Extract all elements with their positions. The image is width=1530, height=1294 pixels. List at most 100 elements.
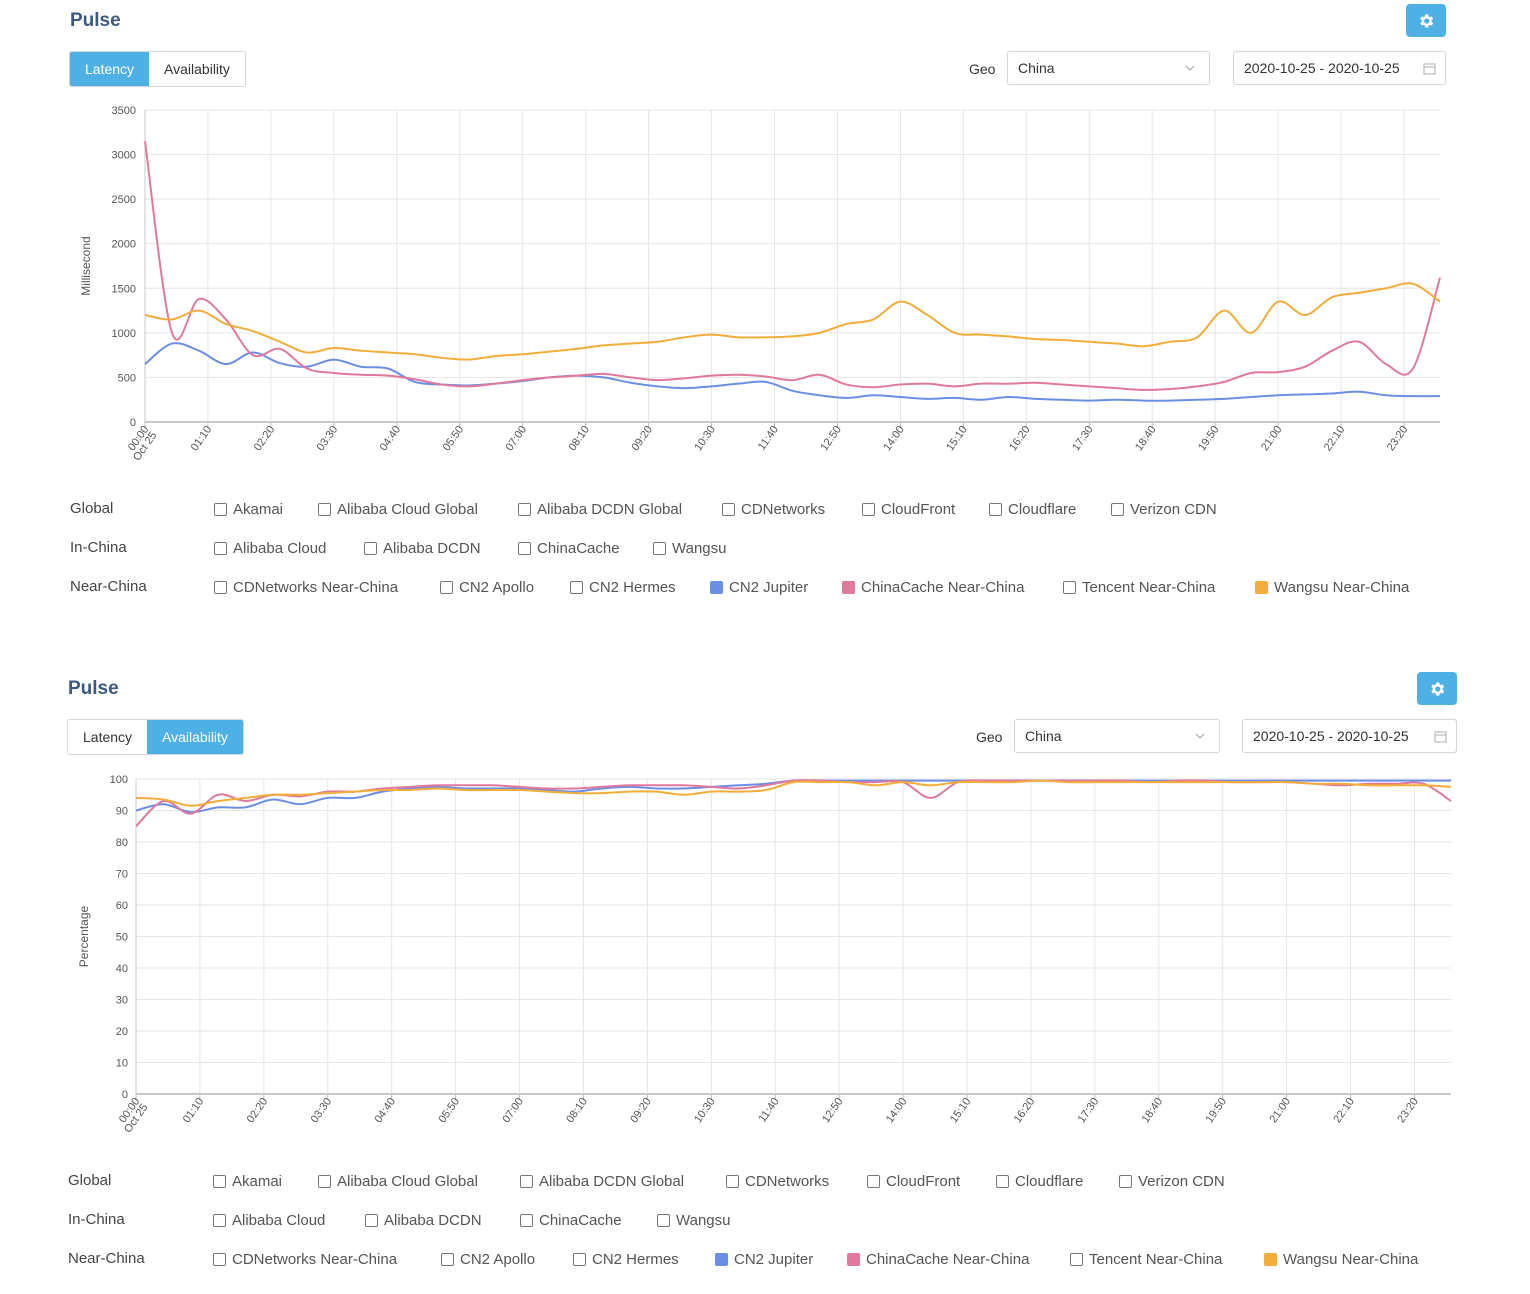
legend-item-cn2-hermes[interactable]: CN2 Hermes <box>573 1251 679 1268</box>
legend-checkbox[interactable] <box>1111 503 1124 516</box>
legend-item-alibaba-cloud-global[interactable]: Alibaba Cloud Global <box>318 501 478 518</box>
legend-item-alibaba-dcdn[interactable]: Alibaba DCDN <box>365 1212 482 1229</box>
series-line-cn2-jupiter[interactable] <box>135 779 1451 814</box>
x-tick-label: 07:00 <box>500 1096 526 1125</box>
series-line-chinacache-near-china[interactable] <box>135 779 1452 827</box>
legend-item-chinacache-near-china[interactable]: ChinaCache Near-China <box>847 1251 1029 1268</box>
legend-item-label: CN2 Apollo <box>459 579 535 596</box>
legend-item-chinacache[interactable]: ChinaCache <box>518 540 620 557</box>
x-tick-label: 19:50 <box>1204 1096 1230 1125</box>
tab-availability[interactable]: Availability <box>147 720 243 754</box>
legend-checkbox[interactable] <box>213 1175 226 1188</box>
legend-checkbox[interactable] <box>573 1253 586 1266</box>
legend-item-chinacache[interactable]: ChinaCache <box>520 1212 622 1229</box>
legend-item-alibaba-dcdn[interactable]: Alibaba DCDN <box>364 540 481 557</box>
legend-item-alibaba-cloud[interactable]: Alibaba Cloud <box>213 1212 325 1229</box>
date-range-picker[interactable]: 2020-10-25 - 2020-10-25 <box>1233 51 1446 85</box>
legend-item-verizon-cdn[interactable]: Verizon CDN <box>1111 501 1217 518</box>
legend-item-cloudfront[interactable]: CloudFront <box>862 501 955 518</box>
tab-latency[interactable]: Latency <box>68 720 148 754</box>
legend-checkbox[interactable] <box>989 503 1002 516</box>
x-tick-label: 03:30 <box>309 1096 335 1125</box>
settings-button[interactable] <box>1417 672 1457 705</box>
y-tick-label: 2500 <box>112 194 136 206</box>
legend-checkbox[interactable] <box>365 1214 378 1227</box>
legend-item-cdnetworks-near-china[interactable]: CDNetworks Near-China <box>214 579 398 596</box>
legend-item-akamai[interactable]: Akamai <box>214 501 283 518</box>
tab-availability[interactable]: Availability <box>149 52 245 86</box>
legend-checkbox[interactable] <box>867 1175 880 1188</box>
legend-checkbox[interactable] <box>996 1175 1009 1188</box>
legend-checkbox[interactable] <box>318 1175 331 1188</box>
legend-item-cdnetworks[interactable]: CDNetworks <box>722 501 825 518</box>
legend-checkbox[interactable] <box>214 581 227 594</box>
legend-item-wangsu[interactable]: Wangsu <box>657 1212 730 1229</box>
legend-checkbox[interactable] <box>318 503 331 516</box>
legend-checkbox[interactable] <box>214 542 227 555</box>
legend-item-label: Alibaba DCDN Global <box>537 501 683 518</box>
legend-checkbox[interactable] <box>364 542 377 555</box>
legend-item-akamai[interactable]: Akamai <box>213 1173 282 1190</box>
legend-checkbox[interactable] <box>518 542 531 555</box>
legend-item-chinacache-near-china[interactable]: ChinaCache Near-China <box>842 579 1024 596</box>
legend-item-cn2-jupiter[interactable]: CN2 Jupiter <box>710 579 808 596</box>
date-range-picker[interactable]: 2020-10-25 - 2020-10-25 <box>1242 719 1457 753</box>
legend-checkbox[interactable] <box>213 1214 226 1227</box>
legend-item-cdnetworks-near-china[interactable]: CDNetworks Near-China <box>213 1251 397 1268</box>
series-line-wangsu-near-china[interactable] <box>144 282 1441 361</box>
settings-button[interactable] <box>1406 4 1446 37</box>
legend-item-cn2-jupiter[interactable]: CN2 Jupiter <box>715 1251 813 1268</box>
series-line-wangsu-near-china[interactable] <box>135 779 1452 807</box>
legend-checkbox[interactable] <box>520 1175 533 1188</box>
legend-item-label: CloudFront <box>881 501 956 518</box>
legend-checkbox[interactable] <box>657 1214 670 1227</box>
legend-checkbox[interactable] <box>1070 1253 1083 1266</box>
legend-checkbox[interactable] <box>214 503 227 516</box>
legend-checkbox[interactable] <box>1063 581 1076 594</box>
legend-checkbox[interactable] <box>440 581 453 594</box>
legend-checkbox[interactable] <box>710 581 723 594</box>
legend-item-cloudflare[interactable]: Cloudflare <box>996 1173 1083 1190</box>
legend-checkbox[interactable] <box>1264 1253 1277 1266</box>
legend-item-cn2-hermes[interactable]: CN2 Hermes <box>570 579 676 596</box>
series-line-cn2-jupiter[interactable] <box>144 342 1441 402</box>
legend-item-cn2-apollo[interactable]: CN2 Apollo <box>440 579 534 596</box>
legend-checkbox[interactable] <box>847 1253 860 1266</box>
geo-select[interactable]: China <box>1007 51 1210 85</box>
legend-checkbox[interactable] <box>862 503 875 516</box>
legend-item-alibaba-cloud-global[interactable]: Alibaba Cloud Global <box>318 1173 478 1190</box>
legend-checkbox[interactable] <box>1255 581 1268 594</box>
legend-item-wangsu-near-china[interactable]: Wangsu Near-China <box>1264 1251 1418 1268</box>
legend-checkbox[interactable] <box>726 1175 739 1188</box>
legend-checkbox[interactable] <box>520 1214 533 1227</box>
legend-item-alibaba-dcdn-global[interactable]: Alibaba DCDN Global <box>520 1173 684 1190</box>
legend-checkbox[interactable] <box>722 503 735 516</box>
tab-latency[interactable]: Latency <box>70 52 150 86</box>
geo-select[interactable]: China <box>1014 719 1220 753</box>
legend-checkbox[interactable] <box>842 581 855 594</box>
legend-item-cloudflare[interactable]: Cloudflare <box>989 501 1076 518</box>
legend-checkbox[interactable] <box>518 503 531 516</box>
x-tick-label: 10:30 <box>692 424 718 453</box>
legend-checkbox[interactable] <box>653 542 666 555</box>
legend-item-tencent-near-china[interactable]: Tencent Near-China <box>1070 1251 1222 1268</box>
legend-checkbox[interactable] <box>570 581 583 594</box>
legend-item-cn2-apollo[interactable]: CN2 Apollo <box>441 1251 535 1268</box>
legend-item-alibaba-cloud[interactable]: Alibaba Cloud <box>214 540 326 557</box>
y-tick-label: 60 <box>116 900 128 912</box>
legend-checkbox[interactable] <box>715 1253 728 1266</box>
legend-item-tencent-near-china[interactable]: Tencent Near-China <box>1063 579 1215 596</box>
legend-item-wangsu-near-china[interactable]: Wangsu Near-China <box>1255 579 1409 596</box>
legend-item-alibaba-dcdn-global[interactable]: Alibaba DCDN Global <box>518 501 682 518</box>
legend-item-cloudfront[interactable]: CloudFront <box>867 1173 960 1190</box>
x-tick-label: 11:40 <box>757 1096 782 1125</box>
series-line-chinacache-near-china[interactable] <box>144 141 1441 391</box>
x-tick-label: 21:00 <box>1267 1096 1293 1125</box>
legend-item-cdnetworks[interactable]: CDNetworks <box>726 1173 829 1190</box>
legend-checkbox[interactable] <box>213 1253 226 1266</box>
legend-item-wangsu[interactable]: Wangsu <box>653 540 726 557</box>
legend-checkbox[interactable] <box>441 1253 454 1266</box>
legend-checkbox[interactable] <box>1119 1175 1132 1188</box>
legend-item-verizon-cdn[interactable]: Verizon CDN <box>1119 1173 1225 1190</box>
x-tick-label: 22:10 <box>1331 1096 1357 1125</box>
